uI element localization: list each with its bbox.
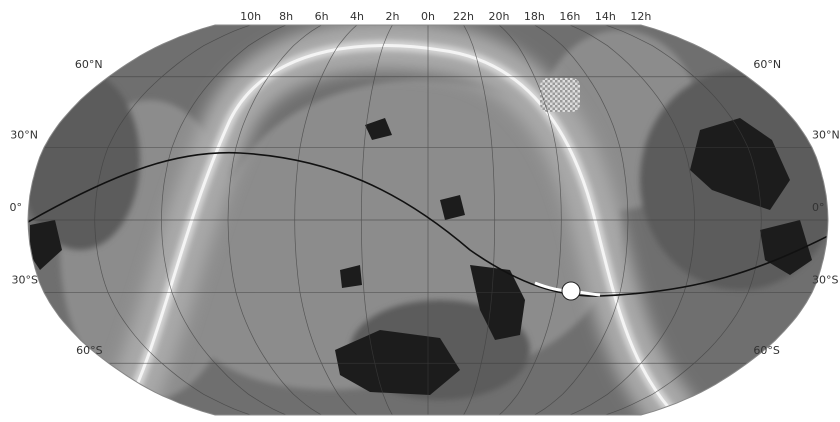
dec-label-right: 30°S — [812, 274, 838, 287]
coordinate-grid — [28, 25, 828, 415]
dec-label-left: 60°S — [76, 344, 102, 357]
dec-label-right: 0° — [812, 201, 825, 214]
map-outline — [27, 24, 829, 416]
dec-label-left: 30°S — [12, 274, 38, 287]
ra-label: 4h — [350, 10, 364, 23]
ra-label: 22h — [453, 10, 474, 23]
ra-label: 0h — [421, 10, 435, 23]
ra-label: 18h — [524, 10, 545, 23]
dec-label-left: 30°N — [10, 129, 38, 142]
ra-label: 12h — [630, 10, 651, 23]
dec-label-right: 60°S — [753, 344, 779, 357]
ra-label: 8h — [279, 10, 293, 23]
ra-label: 6h — [315, 10, 329, 23]
ra-label: 2h — [386, 10, 400, 23]
ra-label: 14h — [595, 10, 616, 23]
ra-label: 10h — [240, 10, 261, 23]
dec-label-right: 60°N — [753, 58, 781, 71]
dec-label-right: 30°N — [812, 129, 840, 142]
labels: 10h 8h 6h 4h 2h 0h 22h 20h 18h 16h 14h 12h 60°N 30°N 0… — [10, 10, 840, 357]
ecliptic — [28, 151, 828, 297]
milky-way — [98, 25, 699, 415]
dec-label-left: 0° — [10, 201, 23, 214]
dec-label-left: 60°N — [75, 58, 103, 71]
ra-label: 16h — [559, 10, 580, 23]
survey-patch — [540, 78, 580, 112]
sun — [561, 281, 581, 301]
ra-label: 20h — [489, 10, 510, 23]
